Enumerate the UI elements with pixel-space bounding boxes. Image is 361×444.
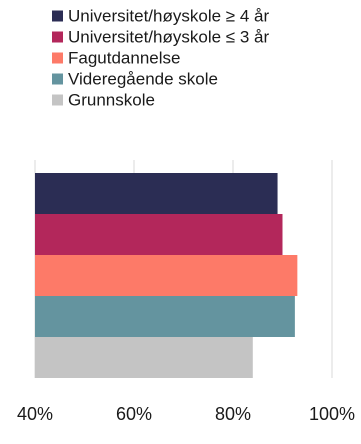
legend-swatch-3 — [52, 73, 63, 85]
x-tick-label-2: 80% — [215, 404, 251, 424]
bar-4 — [35, 337, 253, 378]
bars — [35, 173, 298, 378]
legend-swatch-1 — [52, 31, 63, 43]
legend-label-4: Grunnskole — [68, 91, 155, 110]
legend: Universitet/høyskole ≥ 4 år Universitet/h… — [52, 7, 269, 110]
bar-1 — [35, 214, 283, 255]
x-axis-ticks: 40% 60% 80% 100% — [17, 404, 355, 424]
legend-label-1: Universitet/høyskole ≤ 3 år — [68, 28, 269, 47]
legend-swatch-0 — [52, 10, 63, 22]
bar-0 — [35, 173, 278, 214]
legend-swatch-4 — [52, 94, 63, 106]
x-tick-label-0: 40% — [17, 404, 53, 424]
legend-label-0: Universitet/høyskole ≥ 4 år — [68, 7, 269, 26]
legend-label-3: Videregående skole — [68, 70, 218, 89]
legend-swatch-2 — [52, 52, 63, 64]
bar-3 — [35, 296, 295, 337]
x-tick-label-1: 60% — [116, 404, 152, 424]
x-tick-label-3: 100% — [309, 404, 355, 424]
legend-label-2: Fagutdannelse — [68, 49, 180, 68]
bar-2 — [35, 255, 298, 296]
